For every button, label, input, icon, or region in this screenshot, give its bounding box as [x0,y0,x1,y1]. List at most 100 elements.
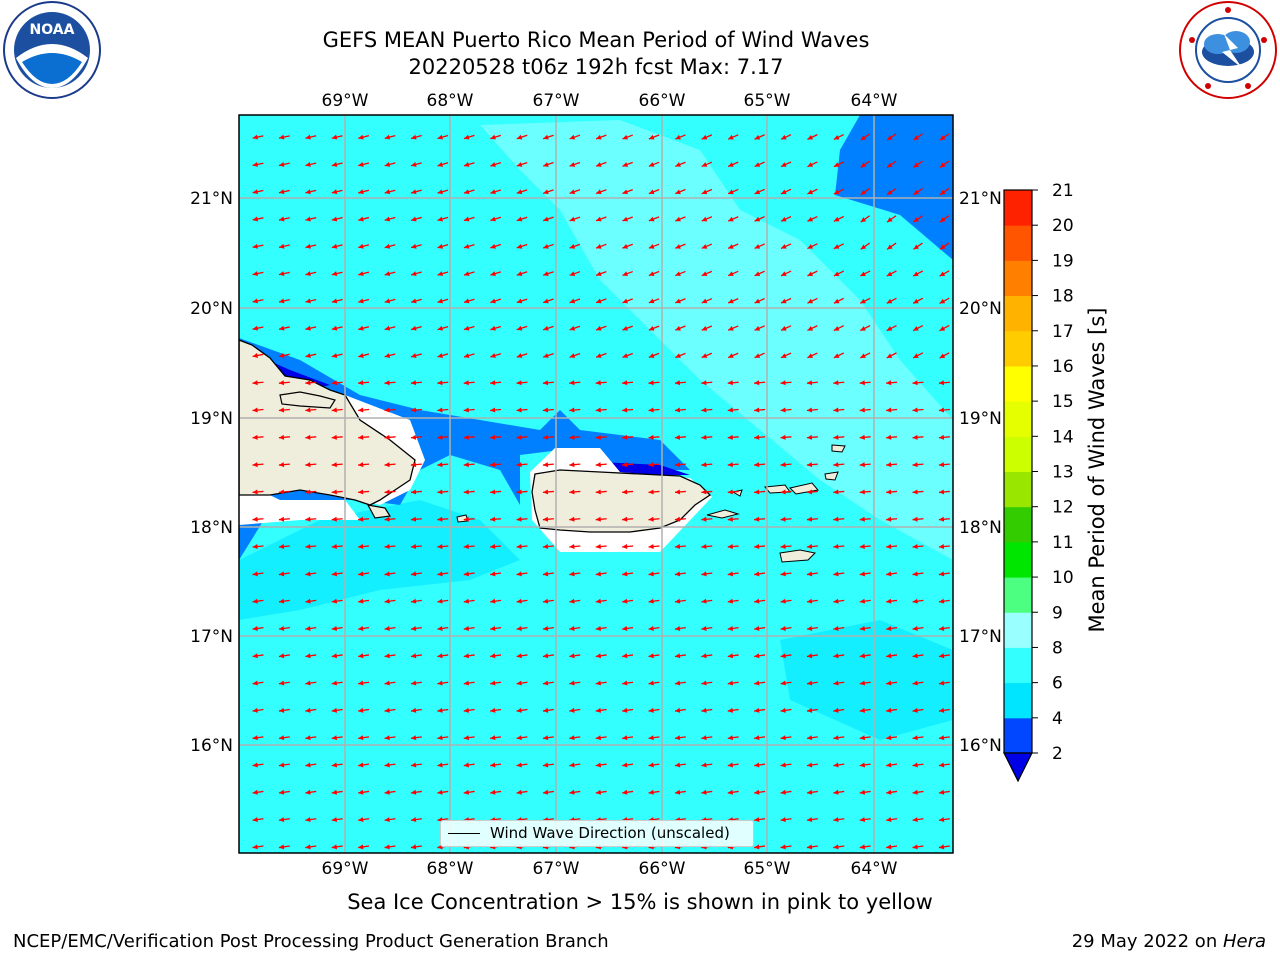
wind-wave-arrowhead [358,844,364,850]
wind-wave-arrowhead [806,489,813,495]
wind-wave-arrowhead [463,680,470,686]
wind-wave-arrowhead [331,653,338,659]
wind-wave-arrowhead [781,244,787,249]
wind-wave-arrowhead [674,516,681,522]
wind-wave-arrowhead [754,326,761,331]
wind-wave-arrowhead [358,544,364,550]
wind-wave-arrowhead [913,353,919,358]
wind-wave-arrowhead [437,243,444,249]
wind-wave-arrowhead [806,844,813,850]
wind-wave-arrowhead [410,516,417,522]
wind-wave-arrowhead [938,707,945,713]
wind-wave-arrowhead [648,244,655,249]
wind-wave-arrowhead [278,571,285,577]
wind-wave-arrowhead [807,162,814,167]
wind-wave-arrowhead [252,434,258,440]
wind-wave-arrowhead [384,516,390,522]
wind-wave-arrowhead [490,380,496,386]
wind-wave-arrowhead [384,571,390,577]
wind-wave-arrowhead [912,653,918,659]
wind-wave-arrowhead [490,489,496,495]
wind-wave-arrowhead [595,707,602,713]
wind-wave-arrowhead [754,434,760,440]
wind-wave-arrowhead [410,707,417,713]
wind-wave-arrowhead [437,516,443,522]
wind-wave-arrowhead [754,462,760,468]
wind-wave-arrowhead [701,598,707,604]
wind-wave-arrowhead [939,244,946,250]
wind-wave-arrowhead [859,625,866,631]
wind-wave-arrowhead [278,735,285,741]
wind-wave-arrowhead [701,325,708,331]
wind-wave-arrowhead [490,189,496,195]
colorbar-tick-label: 6 [1052,674,1063,694]
wind-wave-arrowhead [358,161,364,167]
wind-wave-arrowhead [384,707,390,713]
wind-wave-arrowhead [622,707,628,713]
wind-wave-arrowhead [516,571,522,577]
wind-wave-arrowhead [331,407,337,413]
wind-wave-arrowhead [807,134,814,140]
wind-wave-arrowhead [490,516,496,522]
wind-wave-arrowhead [912,762,918,768]
wind-wave-arrowhead [595,680,602,686]
wind-wave-arrowhead [516,434,522,440]
wind-wave-arrowhead [728,189,734,195]
wind-wave-arrowhead [622,544,628,550]
wind-wave-arrowhead [437,325,444,331]
wind-wave-arrowhead [727,516,733,522]
wind-wave-arrowhead [252,407,258,413]
wind-wave-arrowhead [358,571,364,577]
wind-wave-arrowhead [305,353,311,358]
wind-wave-arrowhead [437,489,443,495]
wind-wave-arrowhead [358,134,364,140]
wind-wave-arrowhead [252,571,258,577]
wind-wave-arrowhead [780,789,786,795]
wind-wave-arrowhead [938,653,945,659]
wind-wave-arrowhead [674,462,681,468]
wind-wave-arrowhead [437,216,444,222]
wind-wave-arrowhead [859,707,866,713]
wind-wave-arrowhead [490,653,496,659]
wind-wave-arrowhead [728,353,734,358]
wind-wave-arrowhead [516,298,523,304]
wind-wave-arrowhead [542,680,549,686]
wind-wave-arrowhead [727,625,734,631]
wind-wave-arrowhead [727,762,734,768]
wind-wave-arrowhead [331,817,338,823]
wind-wave-arrowhead [859,653,866,659]
wind-wave-arrowhead [278,680,285,686]
wind-wave-arrowhead [622,134,629,140]
wind-wave-arrowhead [569,134,576,140]
wind-wave-arrowhead [569,353,576,358]
wind-wave-arrowhead [938,680,945,686]
wind-wave-arrowhead [543,243,549,249]
wind-wave-arrowhead [252,380,258,386]
wind-wave-arrowhead [833,680,839,686]
wind-wave-arrowhead [886,353,893,358]
wind-wave-arrowhead [384,653,390,659]
wind-wave-arrowhead [674,489,681,495]
wind-wave-arrowhead [675,244,681,249]
wind-wave-arrowhead [279,271,285,277]
wind-wave-arrowhead [912,462,918,468]
wind-wave-arrowhead [675,298,681,304]
wind-wave-arrowhead [833,735,839,741]
colorbar-level [1004,190,1032,226]
wind-wave-arrowhead [833,244,840,249]
colorbar-tick-label: 14 [1052,427,1074,447]
map-area [239,115,953,853]
wind-wave-arrowhead [516,407,522,413]
wind-wave-arrowhead [622,489,628,495]
lon-ticks-bottom: 69°W 68°W 67°W 66°W 65°W 64°W [322,859,898,879]
wind-wave-arrowhead [358,462,364,468]
wind-wave-arrowhead [437,462,443,468]
wind-wave-arrowhead [780,680,786,686]
colorbar-tick-label: 4 [1052,709,1063,729]
map-frame [238,114,954,854]
wind-wave-arrowhead [305,407,311,413]
lat-tick-label: 20°N [190,299,233,319]
lon-tick-label: 65°W [744,91,791,111]
wind-wave-arrowhead [437,735,443,741]
